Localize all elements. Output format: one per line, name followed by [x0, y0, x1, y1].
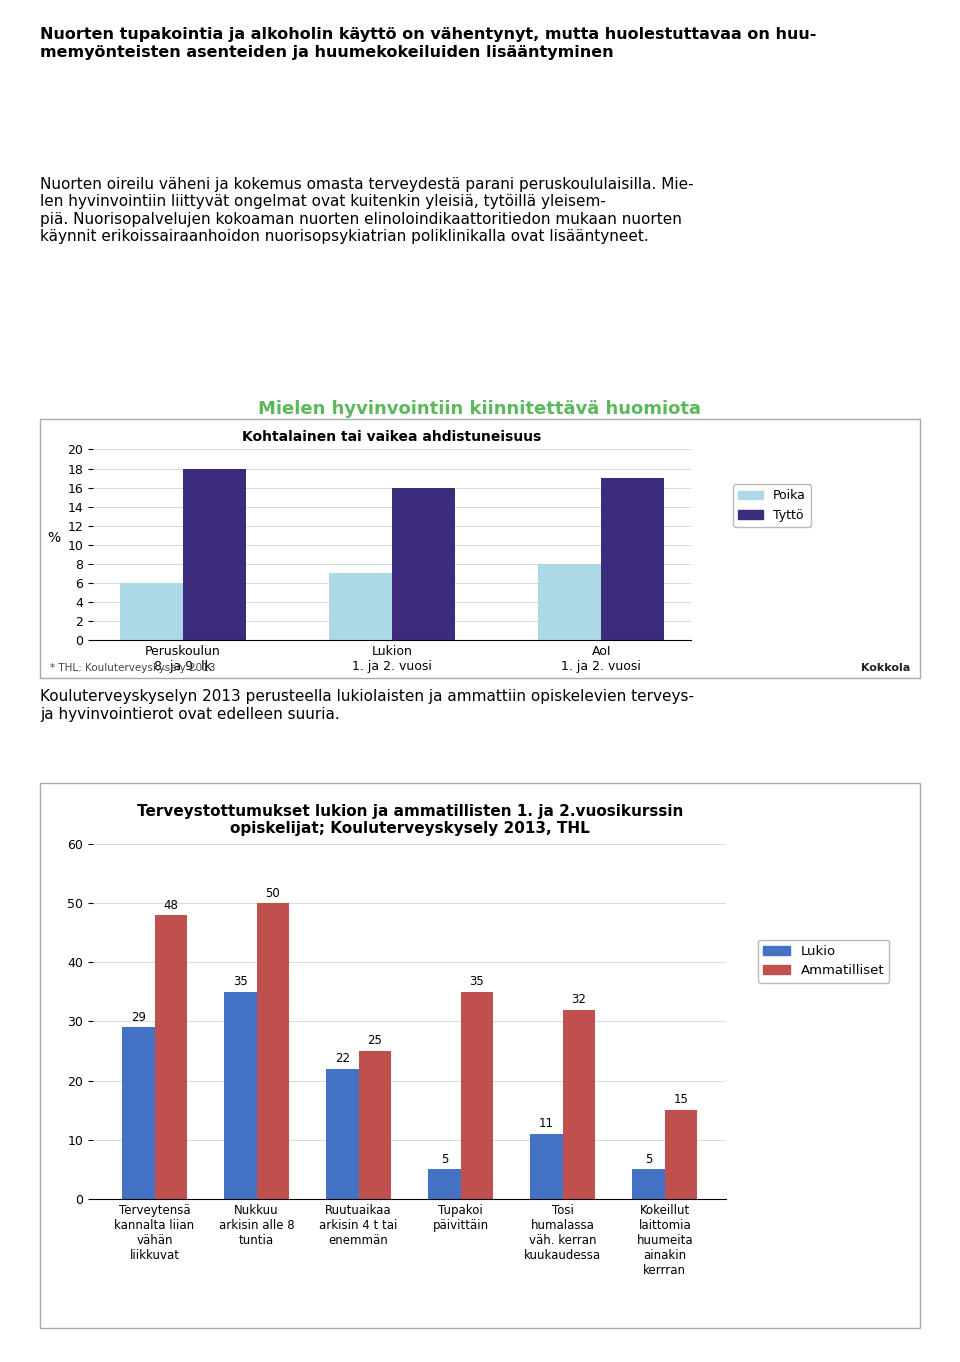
Bar [392, 488, 455, 640]
Bar [665, 1110, 698, 1199]
Text: * THL: Kouluterveyskysely 2013: * THL: Kouluterveyskysely 2013 [50, 663, 215, 673]
Bar [224, 992, 256, 1199]
Bar [563, 1009, 595, 1199]
Title: Kohtalainen tai vaikea ahdistuneisuus: Kohtalainen tai vaikea ahdistuneisuus [243, 430, 541, 444]
Bar [329, 573, 392, 640]
Bar [539, 564, 601, 640]
Text: 48: 48 [163, 899, 179, 911]
Text: 5: 5 [645, 1152, 652, 1166]
Bar [155, 915, 187, 1199]
Bar [122, 1027, 155, 1199]
Text: Nuorten oireilu väheni ja kokemus omasta terveydestä parani peruskoululaisilla. : Nuorten oireilu väheni ja kokemus omasta… [40, 177, 694, 244]
Bar [359, 1051, 392, 1199]
Bar [633, 1169, 665, 1199]
Text: 32: 32 [571, 993, 587, 1007]
Title: Terveystottumukset lukion ja ammatillisten 1. ja 2.vuosikurssin
opiskelijat; Kou: Terveystottumukset lukion ja ammatillist… [136, 804, 683, 836]
Bar [326, 1069, 359, 1199]
Text: 22: 22 [335, 1053, 349, 1065]
Bar [461, 992, 493, 1199]
Legend: Poika, Tyttö: Poika, Tyttö [733, 485, 811, 527]
Legend: Lukio, Ammatilliset: Lukio, Ammatilliset [758, 940, 889, 983]
Text: 29: 29 [131, 1011, 146, 1024]
Text: 50: 50 [266, 887, 280, 900]
Text: Mielen hyvinvointiin kiinnitettävä huomiota: Mielen hyvinvointiin kiinnitettävä huomi… [258, 400, 702, 418]
Bar [428, 1169, 461, 1199]
Text: 35: 35 [469, 975, 485, 989]
Y-axis label: %: % [47, 531, 60, 545]
Text: 25: 25 [368, 1035, 382, 1047]
Text: Nuorten tupakointia ja alkoholin käyttö on vähentynyt, mutta huolestuttavaa on h: Nuorten tupakointia ja alkoholin käyttö … [40, 27, 817, 60]
Text: Kokkola: Kokkola [861, 663, 910, 673]
Bar [256, 903, 289, 1199]
Text: Kouluterveyskyselyn 2013 perusteella lukiolaisten ja ammattiin opiskelevien terv: Kouluterveyskyselyn 2013 perusteella luk… [40, 689, 694, 722]
Text: 15: 15 [674, 1094, 688, 1106]
Text: 35: 35 [233, 975, 248, 989]
Bar [183, 469, 246, 640]
Bar [530, 1133, 563, 1199]
Bar [601, 478, 664, 640]
Text: 5: 5 [441, 1152, 448, 1166]
Bar [120, 583, 183, 640]
Text: 11: 11 [539, 1117, 554, 1130]
